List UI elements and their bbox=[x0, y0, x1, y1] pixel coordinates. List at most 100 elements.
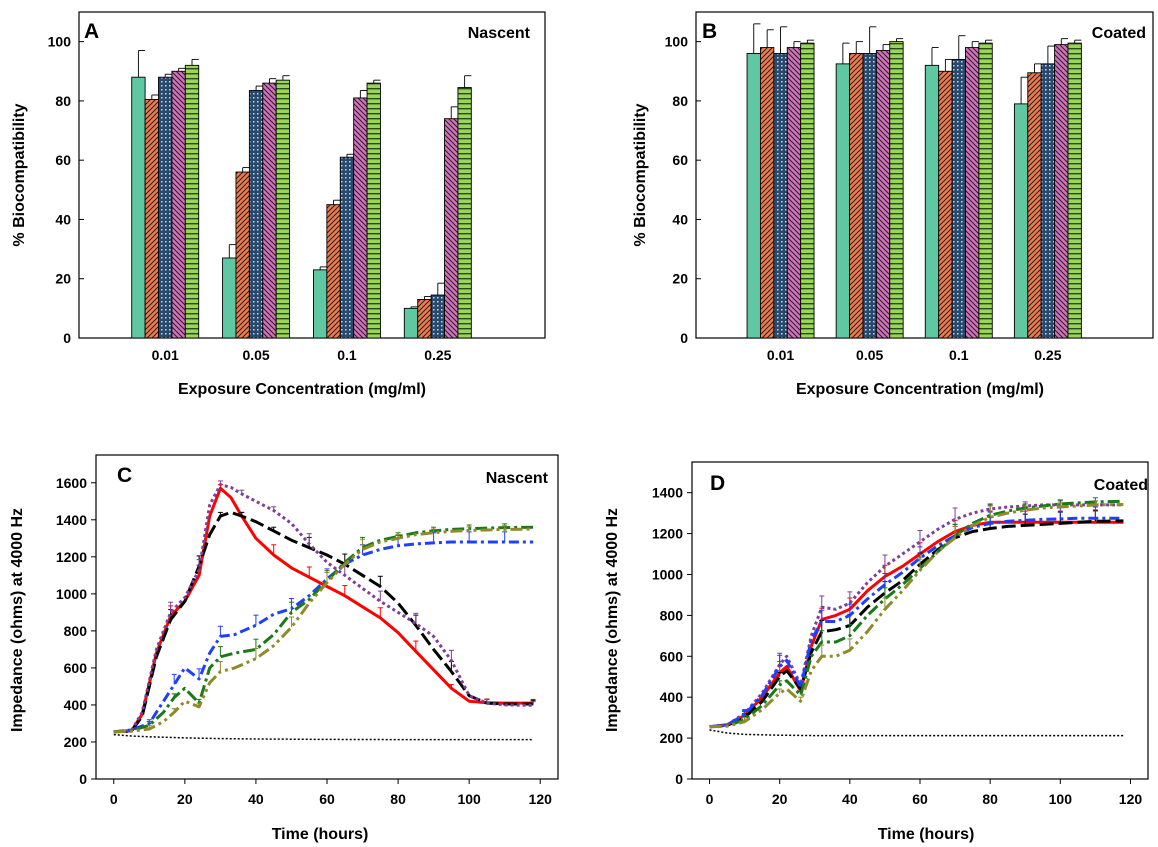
panel-d-ytick-label: 1000 bbox=[652, 566, 683, 582]
panel-a-bar bbox=[339, 156, 355, 339]
panel-c-ytick-label: 0 bbox=[79, 771, 87, 787]
panel-a-title: Nascent bbox=[468, 25, 531, 42]
panel-b-bar bbox=[773, 53, 788, 339]
panel-c-xtick-label: 0 bbox=[110, 791, 118, 807]
panel-c-xtick-label: 40 bbox=[248, 791, 264, 807]
panel-d-series-line bbox=[709, 519, 1124, 729]
panel-c-ylabel: Impedance (ohms) at 4000 Hz bbox=[9, 508, 26, 732]
panel-b-xtick-label: 0.1 bbox=[949, 347, 969, 363]
panel-b-ytick-label: 20 bbox=[672, 271, 688, 287]
panel-a-bar bbox=[366, 82, 381, 339]
panel-c-ytick-label: 1600 bbox=[56, 475, 87, 491]
panel-c: C Nascent Time (hours) Impedance (ohms) … bbox=[9, 454, 559, 843]
panel-b-title: Coated bbox=[1092, 25, 1146, 42]
panel-c-frame bbox=[95, 454, 559, 780]
panel-c-series-line bbox=[113, 527, 534, 734]
panel-c-xlabel: Time (hours) bbox=[272, 826, 369, 843]
panel-a-ytick-label: 40 bbox=[55, 211, 71, 227]
panel-a-bar bbox=[184, 64, 200, 339]
panel-a-bar bbox=[248, 90, 264, 339]
panel-c-ytick-label: 600 bbox=[64, 660, 88, 676]
panel-a-xtick-label: 0.05 bbox=[242, 347, 269, 363]
panel-d-ytick-label: 1400 bbox=[652, 485, 683, 501]
panel-c-xtick-label: 20 bbox=[177, 791, 193, 807]
panel-a-ytick-label: 60 bbox=[55, 152, 71, 168]
panel-b-bar bbox=[1027, 72, 1042, 339]
panel-d-ylabel: Impedance (ohms) at 4000 Hz bbox=[604, 508, 621, 732]
panel-d-xtick-label: 20 bbox=[772, 791, 788, 807]
panel-c-xtick-label: 80 bbox=[390, 791, 406, 807]
panel-a-xlabel: Exposure Concentration (mg/ml) bbox=[178, 381, 426, 398]
panel-a-bar bbox=[326, 204, 341, 339]
panel-c-ytick-label: 1400 bbox=[56, 512, 87, 528]
panel-a-xtick-label: 0.01 bbox=[152, 347, 179, 363]
panel-d: D Coated Time (hours) Impedance (ohms) a… bbox=[604, 461, 1149, 843]
panel-c-series-line bbox=[113, 486, 534, 734]
panel-d-xtick-label: 120 bbox=[1119, 791, 1143, 807]
panel-a-letter: A bbox=[84, 20, 99, 43]
panel-b-bar bbox=[978, 42, 993, 339]
panel-d-series-line bbox=[709, 520, 1124, 729]
panel-b-bar bbox=[849, 53, 864, 339]
panel-a-bar bbox=[144, 98, 159, 339]
panel-b-xtick-label: 0.01 bbox=[767, 347, 794, 363]
panel-d-series-line bbox=[709, 499, 1124, 729]
panel-c-ytick-label: 1200 bbox=[56, 549, 87, 565]
panel-a-bar bbox=[444, 118, 459, 339]
panel-b-bar bbox=[924, 64, 940, 339]
panel-c-ytick-label: 800 bbox=[64, 623, 88, 639]
panel-b-bar bbox=[1067, 42, 1082, 339]
panel-b-bar bbox=[1040, 63, 1056, 339]
panel-a-bar bbox=[275, 79, 291, 339]
panel-b-ytick-label: 40 bbox=[672, 211, 688, 227]
panel-c-ytick-label: 200 bbox=[64, 734, 88, 750]
panel-c-series-line bbox=[113, 525, 534, 734]
panel-a-ytick-label: 80 bbox=[55, 93, 71, 109]
panel-b-bar bbox=[889, 41, 904, 339]
panel-a-bar bbox=[262, 82, 277, 339]
panel-d-ytick-label: 400 bbox=[660, 689, 684, 705]
panel-a-ytick-label: 20 bbox=[55, 271, 71, 287]
panel-b-bar bbox=[746, 53, 761, 339]
panel-b-ytick-label: 0 bbox=[680, 330, 688, 346]
panel-b-xtick-label: 0.25 bbox=[1034, 347, 1061, 363]
panel-b-bar bbox=[938, 70, 953, 339]
panel-a-ytick-label: 0 bbox=[63, 330, 71, 346]
panel-d-xtick-label: 60 bbox=[912, 791, 928, 807]
panel-b-bar bbox=[965, 47, 980, 339]
panel-d-ytick-label: 0 bbox=[675, 771, 683, 787]
panel-d-series-line bbox=[709, 729, 1124, 737]
panel-d-ytick-label: 600 bbox=[660, 648, 684, 664]
panel-b-bar bbox=[862, 53, 877, 339]
panel-a-bar bbox=[171, 70, 186, 339]
panel-b-bar bbox=[1013, 103, 1029, 339]
panel-a-bar bbox=[131, 76, 146, 339]
panel-b-bar bbox=[800, 42, 815, 339]
panel-a-xtick-label: 0.25 bbox=[424, 347, 451, 363]
panel-c-series-line bbox=[113, 510, 534, 734]
panel-b-bar bbox=[1054, 44, 1069, 339]
panel-b-bar bbox=[875, 50, 891, 339]
panel-b-ytick-label: 100 bbox=[665, 34, 689, 50]
panel-d-frame bbox=[691, 461, 1149, 780]
panel-c-xtick-label: 100 bbox=[457, 791, 481, 807]
panel-c-series-line bbox=[113, 733, 534, 741]
panel-c-title: Nascent bbox=[486, 470, 549, 487]
panel-b-bar bbox=[786, 47, 802, 339]
panel-c-xtick-label: 120 bbox=[529, 791, 553, 807]
panel-b-ytick-label: 60 bbox=[672, 152, 688, 168]
panel-b-letter: B bbox=[702, 20, 717, 43]
panel-c-series-line bbox=[113, 540, 534, 734]
panel-d-ytick-label: 1200 bbox=[652, 526, 683, 542]
panel-d-series-line bbox=[709, 503, 1124, 729]
panel-a-bar bbox=[353, 97, 368, 339]
panel-a-bar bbox=[457, 87, 472, 339]
panel-d-letter: D bbox=[710, 472, 725, 495]
panel-b-xlabel: Exposure Concentration (mg/ml) bbox=[796, 381, 1044, 398]
panel-c-xtick-label: 60 bbox=[319, 791, 335, 807]
panel-a-ylabel: % Biocompatibility bbox=[11, 103, 28, 246]
panel-c-ytick-label: 1000 bbox=[56, 586, 87, 602]
panel-c-letter: C bbox=[117, 464, 132, 487]
panel-b-xtick-label: 0.05 bbox=[856, 347, 883, 363]
